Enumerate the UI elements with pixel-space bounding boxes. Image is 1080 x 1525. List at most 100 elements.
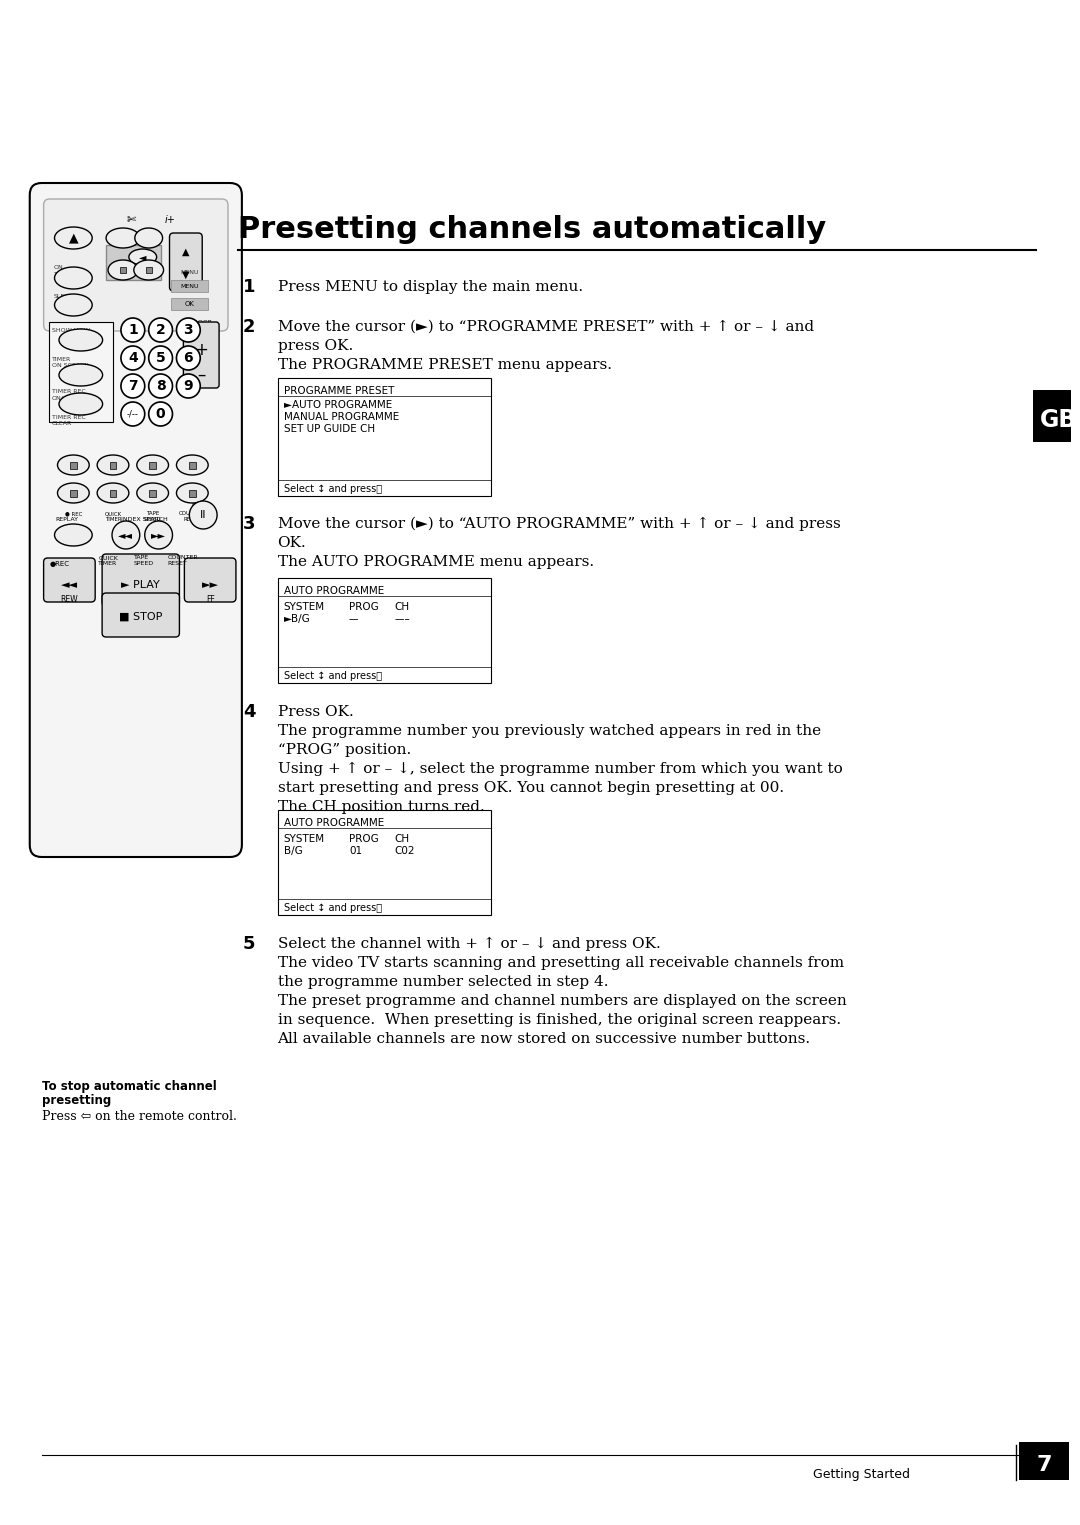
FancyBboxPatch shape (30, 183, 242, 857)
Text: QUICK: QUICK (98, 555, 118, 560)
Circle shape (121, 346, 145, 371)
Text: “PROG” position.: “PROG” position. (278, 743, 410, 756)
Text: Move the cursor (►) to “AUTO PROGRAMME” with + ↑ or – ↓ and press: Move the cursor (►) to “AUTO PROGRAMME” … (278, 517, 840, 531)
Bar (106, 246, 161, 281)
Ellipse shape (137, 454, 168, 474)
Text: II: II (200, 509, 206, 520)
Text: 5: 5 (156, 351, 165, 364)
Ellipse shape (108, 259, 138, 281)
Text: 3: 3 (184, 323, 193, 337)
Text: To stop automatic channel: To stop automatic channel (42, 1080, 216, 1093)
FancyBboxPatch shape (43, 558, 95, 602)
Bar (171, 297, 208, 310)
Text: +: + (194, 342, 208, 358)
Text: i+: i+ (165, 215, 176, 226)
Text: ■ STOP: ■ STOP (119, 612, 162, 622)
Bar (171, 281, 208, 291)
Text: start presetting and press OK. You cannot begin presetting at 00.: start presetting and press OK. You canno… (278, 781, 784, 795)
Text: ▲: ▲ (68, 232, 78, 244)
Text: Select ↕ and pressⓞ: Select ↕ and pressⓞ (284, 671, 381, 682)
Text: ON SCREEN: ON SCREEN (52, 363, 89, 368)
Text: MENU: MENU (180, 284, 199, 288)
Bar (120, 267, 126, 273)
Text: CD: CD (190, 387, 200, 393)
Circle shape (145, 522, 173, 549)
Bar (49, 322, 113, 422)
FancyBboxPatch shape (43, 198, 228, 331)
Text: COUNTER
RESET: COUNTER RESET (179, 511, 205, 522)
Text: Press MENU to display the main menu.: Press MENU to display the main menu. (278, 281, 583, 294)
Text: TIMER: TIMER (54, 271, 72, 278)
Ellipse shape (54, 227, 92, 249)
Text: in sequence.  When presetting is finished, the original screen reappears.: in sequence. When presetting is finished… (278, 1013, 840, 1026)
Circle shape (149, 374, 173, 398)
Text: The video TV starts scanning and presetting all receivable channels from: The video TV starts scanning and presett… (278, 956, 843, 970)
Bar (1020, 1443, 1068, 1479)
Text: QUICK
TIMER: QUICK TIMER (105, 511, 122, 522)
Bar (149, 490, 157, 497)
Text: AUTO PROGRAMME: AUTO PROGRAMME (284, 586, 383, 596)
Text: -/--: -/-- (126, 410, 138, 418)
Text: ✄: ✄ (126, 215, 136, 226)
Circle shape (121, 403, 145, 425)
Ellipse shape (106, 229, 139, 249)
Text: ▼: ▼ (183, 270, 190, 281)
Bar (149, 462, 157, 468)
Text: 7: 7 (1036, 1455, 1052, 1475)
Text: 9: 9 (184, 380, 193, 393)
Ellipse shape (97, 483, 129, 503)
Bar (189, 490, 195, 497)
Text: All available channels are now stored on successive number buttons.: All available channels are now stored on… (278, 1032, 811, 1046)
Ellipse shape (129, 249, 157, 265)
Text: PROGR: PROGR (190, 320, 213, 325)
Text: SPEED: SPEED (134, 561, 154, 566)
Text: TIMER REC: TIMER REC (52, 389, 85, 393)
Ellipse shape (176, 483, 208, 503)
Ellipse shape (59, 329, 103, 351)
Text: ● REC: ● REC (65, 511, 82, 515)
FancyBboxPatch shape (170, 233, 202, 291)
Text: The PROGRAMME PRESET menu appears.: The PROGRAMME PRESET menu appears. (278, 358, 611, 372)
Text: SET UP GUIDE CH: SET UP GUIDE CH (284, 424, 375, 435)
Text: ––: –– (349, 615, 360, 624)
Text: TAPE: TAPE (134, 555, 149, 560)
Text: Select the channel with + ↑ or – ↓ and press OK.: Select the channel with + ↑ or – ↓ and p… (278, 936, 660, 952)
Ellipse shape (59, 364, 103, 386)
Text: PROGRAMME PRESET: PROGRAMME PRESET (284, 386, 394, 396)
Text: GB: GB (1040, 409, 1078, 432)
Text: Using + ↑ or – ↓, select the programme number from which you want to: Using + ↑ or – ↓, select the programme n… (278, 762, 842, 776)
Text: Move the cursor (►) to “PROGRAMME PRESET” with + ↑ or – ↓ and: Move the cursor (►) to “PROGRAMME PRESET… (278, 320, 813, 334)
Ellipse shape (97, 454, 129, 474)
Text: Select ↕ and pressⓞ: Select ↕ and pressⓞ (284, 903, 381, 913)
Text: CH: CH (394, 602, 409, 612)
Circle shape (149, 319, 173, 342)
Text: INDEX SEARCH: INDEX SEARCH (121, 517, 167, 522)
Text: ►►: ►► (202, 580, 218, 590)
Ellipse shape (59, 393, 103, 415)
Text: ► PLAY: ► PLAY (121, 580, 160, 590)
Text: B/G: B/G (284, 846, 302, 856)
Text: Press OK.: Press OK. (278, 705, 353, 718)
Bar (109, 462, 117, 468)
Circle shape (189, 502, 217, 529)
FancyBboxPatch shape (103, 554, 179, 605)
Text: OK.: OK. (278, 535, 307, 551)
Text: ►AUTO PROGRAMME: ►AUTO PROGRAMME (284, 400, 392, 410)
Circle shape (176, 319, 200, 342)
Text: PROG: PROG (349, 834, 379, 843)
Text: 1: 1 (127, 323, 138, 337)
Text: OK: OK (185, 300, 194, 307)
Circle shape (176, 374, 200, 398)
Text: Press ⇦ on the remote control.: Press ⇦ on the remote control. (42, 1110, 237, 1122)
Text: ●REC: ●REC (50, 561, 69, 567)
Bar (70, 490, 77, 497)
Text: The CH position turns red.: The CH position turns red. (278, 801, 484, 814)
Bar (1032, 390, 1080, 442)
Text: The AUTO PROGRAMME menu appears.: The AUTO PROGRAMME menu appears. (278, 555, 594, 569)
Ellipse shape (134, 259, 163, 281)
Text: ►B/G: ►B/G (284, 615, 310, 624)
Text: CH: CH (394, 834, 409, 843)
Circle shape (112, 522, 139, 549)
Text: 7: 7 (129, 380, 137, 393)
Text: TIMER: TIMER (52, 357, 71, 361)
